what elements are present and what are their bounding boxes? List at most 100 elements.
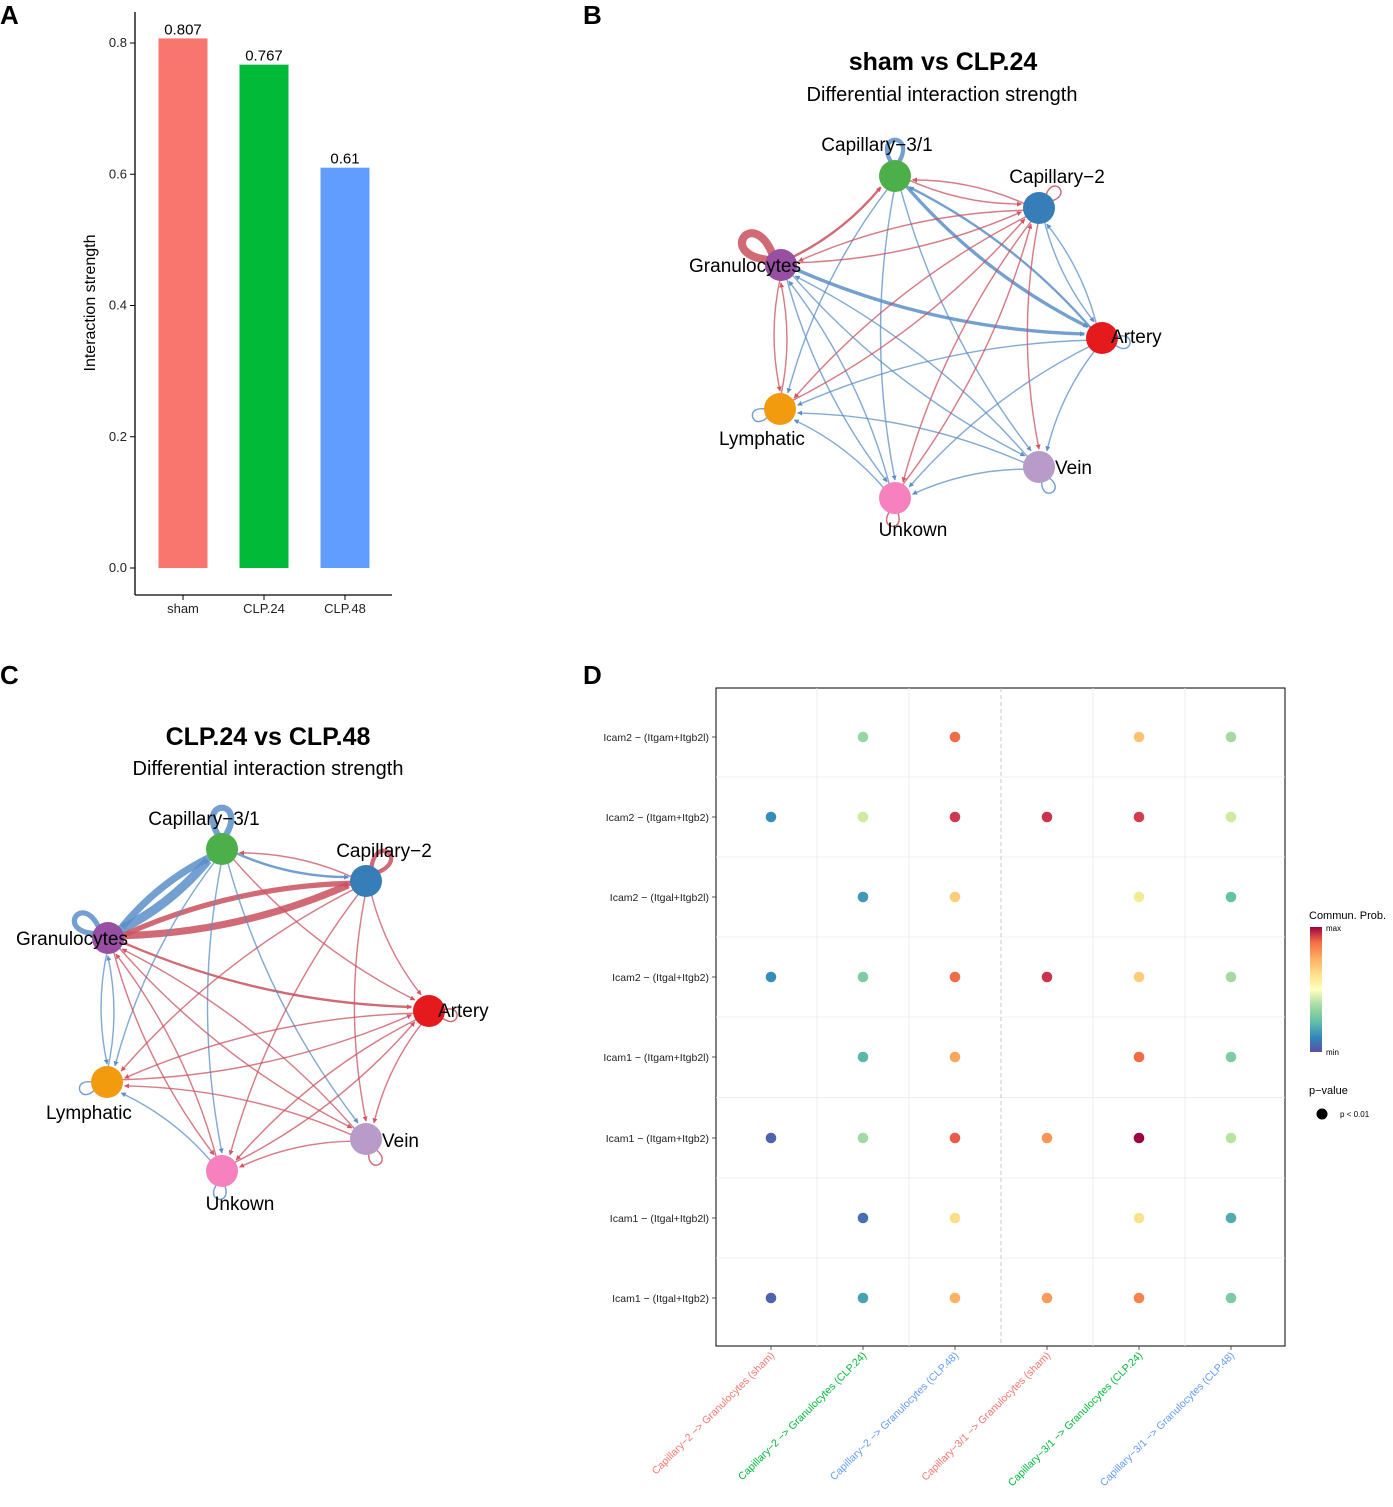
network-c-edge bbox=[369, 889, 422, 996]
legend-color-title: Commun. Prob. bbox=[1309, 910, 1386, 922]
network-b-edge bbox=[904, 177, 1022, 207]
network-b-edge bbox=[797, 339, 1093, 406]
network-c-self-loop bbox=[368, 848, 394, 877]
dot-point bbox=[1041, 1132, 1053, 1144]
dot-row-label: Icam1 − (Itgal+Itgb2) bbox=[612, 1293, 709, 1305]
network-b-self-loop bbox=[886, 505, 900, 528]
network-b-self-loop bbox=[1043, 185, 1062, 204]
dot-point bbox=[1041, 971, 1053, 983]
dot-point bbox=[1225, 971, 1237, 983]
network-b-node-vein bbox=[1023, 451, 1055, 483]
dot-point bbox=[857, 891, 869, 903]
network-b-node-unkown bbox=[879, 482, 911, 514]
network-c-edge bbox=[229, 1021, 416, 1166]
bar-y-axis-title: Interaction strength bbox=[82, 235, 99, 372]
network-b-node-label: Unkown bbox=[879, 520, 948, 541]
dot-point bbox=[857, 1132, 869, 1144]
network-c-self-loop bbox=[209, 804, 235, 843]
dot-row-label: Icam1 − (Itgal+Itgb2l) bbox=[610, 1213, 709, 1225]
dot-row-label: Icam2 − (Itgam+Itgb2l) bbox=[603, 732, 709, 744]
network-b-edge bbox=[786, 184, 892, 394]
network-c-edge bbox=[120, 886, 359, 1072]
network-b-node-capillary-3-1 bbox=[879, 160, 911, 192]
dot-plot-legend: Commun. Prob. max min p−value p < 0.01 bbox=[1309, 910, 1386, 1120]
network-b-edge bbox=[793, 213, 1032, 399]
network-b-self-loop bbox=[1109, 335, 1131, 350]
network-c-edge bbox=[115, 953, 219, 1163]
dot-point bbox=[1133, 1051, 1145, 1063]
dot-point bbox=[1133, 1212, 1145, 1224]
network-b-edge bbox=[912, 468, 1030, 495]
dot-row-label: Icam2 − (Itgam+Itgb2) bbox=[606, 812, 709, 824]
legend-size-label: p < 0.01 bbox=[1340, 1110, 1370, 1119]
dot-point bbox=[949, 731, 961, 743]
network-c-edge bbox=[117, 939, 412, 1010]
bar-x-tick-label: sham bbox=[167, 601, 199, 616]
network-b-node-label: Capillary−2 bbox=[1009, 167, 1105, 188]
dot-point bbox=[857, 811, 869, 823]
network-c-node-label: Lymphatic bbox=[46, 1103, 132, 1124]
network-c-node-unkown bbox=[206, 1155, 238, 1187]
dot-point bbox=[765, 1132, 777, 1144]
network-c-self-loop bbox=[436, 1008, 458, 1023]
network-c-edge bbox=[115, 943, 353, 1129]
dot-point bbox=[949, 1132, 961, 1144]
network-c-edge bbox=[120, 1092, 215, 1166]
dot-plot-communication: Icam2 − (Itgam+Itgb2l) Icam2 − (Itgam+Itg… bbox=[603, 687, 1286, 1489]
dot-point bbox=[1225, 811, 1237, 823]
network-c-node-label: Capillary−3/1 bbox=[148, 809, 259, 830]
panel-letter-a: A bbox=[0, 0, 19, 30]
network-b-edge bbox=[898, 184, 1032, 452]
bar-chart-interaction-strength: Interaction strength 0.0 0.2 0.4 0.6 0.8 0.80… bbox=[82, 12, 392, 616]
dot-point bbox=[1133, 891, 1145, 903]
network-b-edge bbox=[788, 270, 1026, 457]
network-c-edge bbox=[353, 890, 368, 1122]
network-c-edge bbox=[239, 1140, 357, 1168]
network-c-edge bbox=[111, 946, 215, 1156]
network-b-edge bbox=[912, 177, 1030, 207]
network-b-edge bbox=[901, 181, 1089, 329]
dot-point bbox=[949, 1051, 961, 1063]
bar-y-tick-label: 0.2 bbox=[109, 429, 127, 444]
network-b-edge bbox=[790, 265, 1085, 337]
bar-y-tick-label: 0.0 bbox=[109, 560, 127, 575]
network-b-node-label: Granulocytes bbox=[689, 256, 801, 277]
bar-value-label: 0.767 bbox=[245, 48, 283, 65]
bar-clp24 bbox=[239, 64, 289, 568]
bar-clp48 bbox=[320, 167, 370, 568]
network-c-node-label: Granulocytes bbox=[16, 929, 128, 950]
network-b-edge bbox=[794, 275, 1032, 462]
network-b-title: sham vs CLP.24 bbox=[849, 48, 1038, 76]
network-b-node-label: Vein bbox=[1055, 458, 1092, 479]
network-c-edge bbox=[116, 1014, 412, 1081]
bar-y-tick-label: 0.6 bbox=[109, 166, 127, 181]
dot-point bbox=[949, 1292, 961, 1304]
network-c-edge bbox=[235, 1016, 422, 1161]
network-c-nodes: Capillary−3/1 Capillary−2 Artery Vein Unkown… bbox=[16, 809, 489, 1215]
network-b-edges bbox=[737, 137, 1131, 528]
network-c-node-capillary-2 bbox=[350, 865, 382, 897]
network-b-edge bbox=[797, 410, 1030, 466]
dot-point bbox=[765, 971, 777, 983]
network-b-self-loop bbox=[1040, 473, 1056, 494]
network-c-node-artery bbox=[413, 995, 445, 1027]
network-c-edge bbox=[231, 850, 349, 880]
network-c-edge bbox=[229, 854, 416, 1001]
network-b-node-label: Capillary−3/1 bbox=[821, 135, 932, 156]
dot-point bbox=[857, 1292, 869, 1304]
network-c-edge bbox=[372, 1019, 426, 1124]
dot-row-label: Icam1 − (Itgam+Itgb2l) bbox=[603, 1052, 709, 1064]
bar-value-label: 0.807 bbox=[164, 21, 202, 38]
dot-point bbox=[949, 971, 961, 983]
network-c-node-granulocytes bbox=[92, 922, 124, 954]
network-c-edge bbox=[106, 955, 115, 1073]
dot-point bbox=[1225, 1212, 1237, 1224]
dot-point bbox=[765, 811, 777, 823]
network-c-node-capillary-3-1 bbox=[206, 833, 238, 865]
dot-point bbox=[1225, 731, 1237, 743]
dot-point bbox=[1041, 811, 1053, 823]
network-b-self-loop bbox=[751, 408, 773, 423]
bar-y-tick-label: 0.4 bbox=[109, 298, 127, 313]
dot-point bbox=[857, 971, 869, 983]
network-b-edge bbox=[790, 211, 1022, 264]
